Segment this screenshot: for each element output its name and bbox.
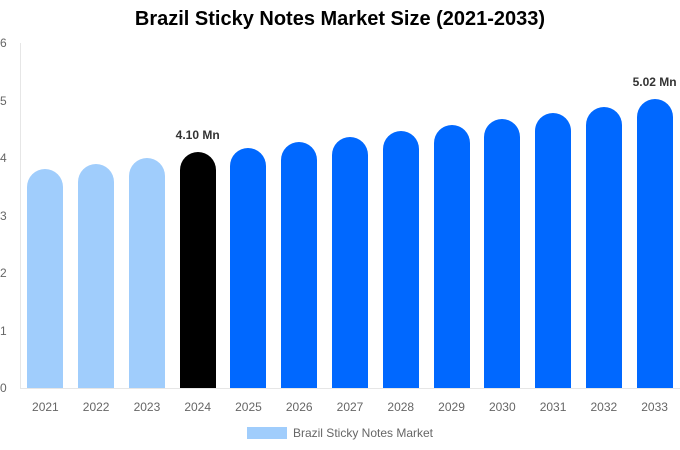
y-tick-label: 6	[0, 36, 7, 50]
data-label-2033: 5.02 Mn	[632, 75, 677, 90]
bar-2033[interactable]	[636, 99, 673, 388]
bar-2024[interactable]	[179, 152, 216, 388]
bar-2027[interactable]	[332, 136, 368, 388]
bar-2021[interactable]	[27, 168, 64, 388]
bar-2032[interactable]	[585, 106, 622, 388]
x-tick-label: 2026	[285, 400, 313, 414]
x-tick-label: 2033	[641, 400, 668, 414]
legend: Brazil Sticky Notes Market	[0, 426, 680, 440]
x-tick-label: 2029	[438, 400, 465, 414]
bar-2023[interactable]	[128, 158, 165, 388]
x-tick-label: 2030	[488, 400, 516, 414]
y-axis-line	[20, 43, 21, 389]
y-tick-label: 3	[0, 208, 7, 223]
y-tick-label: 5	[0, 93, 7, 108]
legend-label[interactable]: Brazil Sticky Notes Market	[292, 426, 434, 440]
bar-2030[interactable]	[484, 119, 521, 388]
bar-2026[interactable]	[281, 142, 318, 388]
x-tick-label: 2023	[133, 400, 161, 414]
y-tick-label: 1	[0, 323, 7, 338]
y-tick-label: 2	[0, 266, 7, 280]
x-tick-label: 2028	[387, 400, 415, 414]
x-tick-label: 2021	[32, 400, 59, 414]
x-tick-label: 2025	[235, 400, 262, 414]
bar-2029[interactable]	[433, 125, 470, 388]
x-tick-label: 2022	[82, 400, 110, 414]
x-axis-line	[20, 388, 680, 389]
bar-2022[interactable]	[78, 163, 115, 388]
chart-title: Brazil Sticky Notes Market Size (2021-20…	[134, 8, 546, 30]
y-tick-label: 0	[0, 381, 7, 395]
x-tick-label: 2031	[539, 400, 567, 414]
x-tick-label: 2032	[590, 400, 618, 414]
data-label-2024: 4.10 Mn	[175, 128, 220, 143]
bar-2025[interactable]	[230, 147, 267, 388]
legend-swatch[interactable]	[246, 427, 287, 439]
y-tick-label: 4	[0, 151, 7, 165]
bar-2031[interactable]	[535, 113, 572, 388]
x-tick-label: 2027	[336, 400, 364, 414]
bar-2028[interactable]	[382, 130, 419, 388]
x-tick-label: 2024	[184, 400, 212, 414]
